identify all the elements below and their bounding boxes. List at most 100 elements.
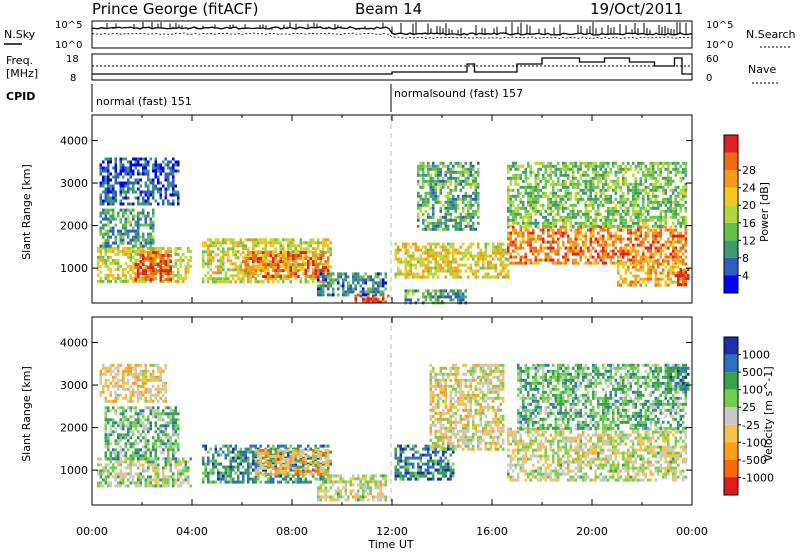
heatmap-cell — [317, 275, 320, 279]
heatmap-cell — [444, 295, 447, 299]
nsearch-trace — [91, 32, 693, 39]
heatmap-cell — [607, 173, 610, 177]
heatmap-cell — [592, 228, 595, 232]
heatmap-cell — [382, 297, 385, 301]
heatmap-cell — [474, 191, 477, 195]
heatmap-cell — [309, 244, 312, 248]
heatmap-cell — [114, 252, 117, 256]
power-heatmap — [97, 157, 690, 305]
heatmap-cell — [459, 263, 462, 267]
heatmap-cell — [177, 202, 180, 206]
heatmap-cell — [107, 178, 110, 182]
heatmap-cell — [512, 231, 515, 235]
heatmap-cell — [507, 269, 510, 273]
heatmap-cell — [129, 469, 132, 473]
heatmap-cell — [587, 258, 590, 262]
heatmap-cell — [157, 475, 160, 479]
heatmap-cell — [534, 182, 537, 186]
heatmap-cell — [234, 280, 237, 284]
heatmap-cell — [639, 188, 642, 192]
heatmap-cell — [142, 272, 145, 276]
heatmap-cell — [524, 173, 527, 177]
heatmap-cell — [152, 484, 155, 488]
heatmap-cell — [129, 267, 132, 271]
heatmap-cell — [574, 246, 577, 250]
heatmap-cell — [654, 170, 657, 174]
heatmap-cell — [639, 261, 642, 265]
heatmap-cell — [557, 218, 560, 222]
heatmap-cell — [609, 261, 612, 265]
heatmap-cell — [292, 272, 295, 276]
heatmap-cell — [657, 249, 660, 253]
heatmap-cell — [424, 194, 427, 198]
heatmap-cell — [259, 257, 262, 261]
heatmap-cell — [442, 203, 445, 207]
heatmap-cell — [332, 287, 335, 291]
heatmap-cell — [504, 248, 507, 252]
heatmap-cell — [132, 442, 135, 446]
heatmap-cell — [572, 212, 575, 216]
heatmap-cell — [462, 292, 465, 296]
heatmap-cell — [104, 436, 107, 440]
heatmap-cell — [429, 191, 432, 195]
heatmap-cell — [619, 200, 622, 204]
heatmap-cell — [412, 292, 415, 296]
heatmap-cell — [589, 252, 592, 256]
heatmap-cell — [302, 260, 305, 264]
heatmap-cell — [104, 264, 107, 268]
heatmap-cell — [134, 238, 137, 242]
heatmap-cell — [294, 265, 297, 269]
heatmap-cell — [322, 269, 325, 273]
heatmap-cell — [624, 197, 627, 201]
heatmap-cell — [464, 176, 467, 180]
heatmap-cell — [534, 185, 537, 189]
heatmap-cell — [427, 203, 430, 207]
heatmap-cell — [607, 215, 610, 219]
heatmap-cell — [674, 215, 677, 219]
heatmap-cell — [157, 472, 160, 476]
heatmap-cell — [134, 418, 137, 422]
heatmap-cell — [429, 185, 432, 189]
heatmap-cell — [287, 277, 290, 281]
heatmap-cell — [167, 172, 170, 176]
heatmap-cell — [507, 258, 510, 262]
heatmap-cell — [577, 185, 580, 189]
nsearch-tick-low: 10^0 — [706, 40, 733, 51]
heatmap-cell — [372, 294, 375, 298]
heatmap-cell — [507, 218, 510, 222]
heatmap-cell — [309, 277, 312, 281]
heatmap-cell — [437, 182, 440, 186]
heatmap-cell — [579, 237, 582, 241]
heatmap-cell — [119, 418, 122, 422]
heatmap-cell — [419, 275, 422, 279]
heatmap-cell — [634, 188, 637, 192]
heatmap-cell — [154, 484, 157, 488]
heatmap-cell — [147, 269, 150, 273]
heatmap-cell — [159, 412, 162, 416]
heatmap-cell — [569, 228, 572, 232]
heatmap-cell — [427, 295, 430, 299]
heatmap-cell — [604, 161, 607, 165]
heatmap-cell — [119, 457, 122, 461]
heatmap-cell — [342, 272, 345, 276]
heatmap-cell — [127, 421, 130, 425]
heatmap-cell — [149, 448, 152, 452]
heatmap-cell — [522, 231, 525, 235]
heatmap-cell — [412, 263, 415, 267]
heatmap-cell — [449, 295, 452, 299]
heatmap-cell — [589, 179, 592, 183]
heatmap-cell — [439, 188, 442, 192]
heatmap-cell — [664, 255, 667, 259]
heatmap-cell — [442, 242, 445, 246]
heatmap-cell — [139, 409, 142, 413]
heatmap-cell — [224, 238, 227, 242]
heatmap-cell — [282, 277, 285, 281]
heatmap-cell — [324, 238, 327, 242]
heatmap-cell — [564, 255, 567, 259]
heatmap-cell — [672, 228, 675, 232]
heatmap-cell — [627, 167, 630, 171]
heatmap-cell — [382, 284, 385, 288]
heatmap-cell — [189, 484, 192, 488]
heatmap-cell — [117, 232, 120, 236]
heatmap-cell — [107, 448, 110, 452]
